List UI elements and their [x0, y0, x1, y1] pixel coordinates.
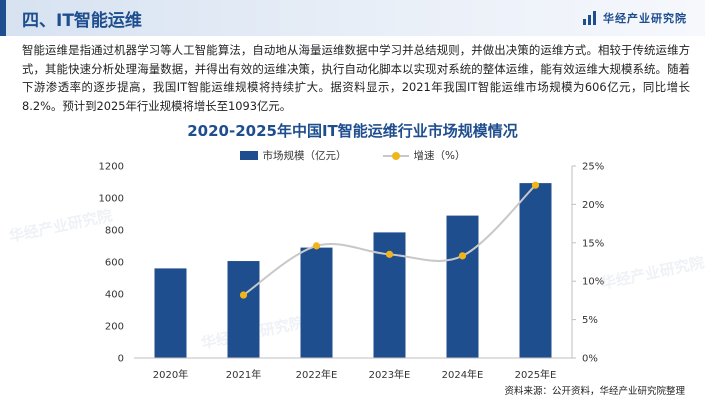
y-right-tick-label: 10% [582, 277, 604, 288]
growth-point-2022年E [312, 242, 321, 250]
chart-title: 2020-2025年中国IT智能运维行业市场规模情况 [187, 122, 518, 140]
growth-point-2025年E [531, 181, 540, 189]
y-right-tick-label: 0% [582, 354, 598, 365]
y-left-tick-label: 800 [105, 226, 124, 237]
y-right-tick-label: 15% [582, 238, 604, 249]
growth-line-series [239, 181, 540, 299]
x-tick-label: 2022年E [296, 368, 338, 381]
y-left-tick-label: 400 [105, 290, 124, 301]
x-tick-label: 2021年 [226, 368, 261, 381]
y-left-tick-label: 200 [105, 322, 124, 333]
x-tick-label: 2024年E [442, 368, 484, 381]
bar-2021年 [227, 261, 260, 358]
bar-2025年E [519, 183, 552, 358]
y-left-tick-label: 1200 [99, 162, 124, 173]
y-right-tick-label: 20% [582, 200, 604, 211]
legend-label-line: 增速（%） [413, 150, 466, 162]
legend-item-line: 增速（%） [382, 148, 466, 163]
x-tick-label: 2025年E [515, 368, 557, 381]
growth-point-2024年E [458, 252, 467, 260]
bar-logo-icon [583, 11, 597, 25]
header-accent-bar [0, 0, 6, 36]
legend-item-bar: 市场规模（亿元） [239, 148, 347, 163]
legend-bar-swatch [239, 151, 258, 160]
chart-axes: 0 200 400 600 800 1000 1200 0% 5% 10% 15% 20% 25% 202… [99, 162, 605, 382]
y-left-tick-label: 600 [105, 258, 124, 269]
bar-series [154, 183, 552, 358]
brand: 华经产业研究院 [583, 10, 687, 26]
y-right-tick-label: 25% [582, 162, 604, 173]
legend-label-bar: 市场规模（亿元） [262, 150, 347, 162]
chart-legend: 市场规模（亿元） 增速（%） [0, 148, 705, 163]
brand-name: 华经产业研究院 [603, 12, 687, 25]
section-title: 四、IT智能运维 [22, 11, 142, 31]
growth-point-2021年 [239, 291, 248, 299]
intro-paragraph: 智能运维是指通过机器学习等人工智能算法，自动地从海量运维数据中学习并总结规则，并… [22, 43, 690, 113]
bar-2024年E [446, 215, 479, 358]
bar-2022年E [300, 247, 333, 358]
bar-2020年 [154, 268, 187, 358]
section-header [0, 0, 705, 36]
y-left-tick-label: 1000 [99, 194, 124, 205]
x-tick-label: 2023年E [369, 368, 411, 381]
source-note: 资料来源：公开资料，华经产业研究院整理 [504, 386, 685, 397]
y-right-tick-label: 5% [582, 315, 598, 326]
x-tick-label: 2020年 [153, 368, 188, 381]
growth-point-2023年E [385, 250, 394, 258]
y-left-tick-label: 0 [118, 354, 124, 365]
legend-line-swatch [382, 151, 409, 161]
